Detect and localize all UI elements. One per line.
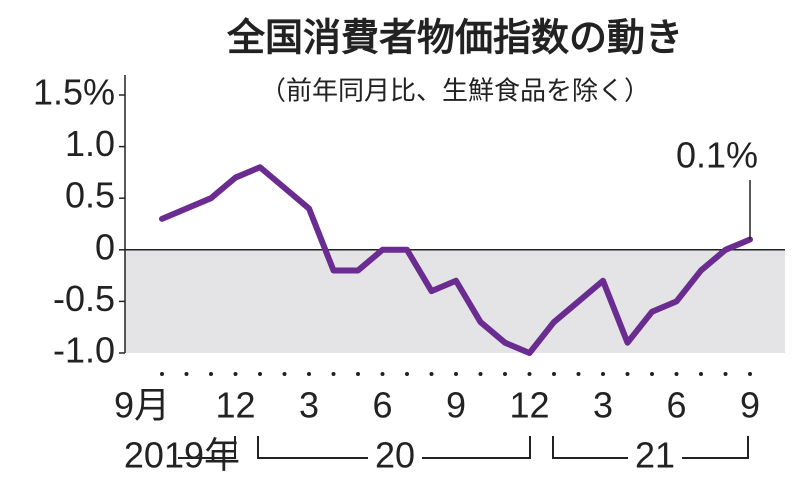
negative-area [125,249,785,353]
month-dot [331,372,336,376]
month-dot [625,372,630,376]
y-tick-label: 0.5 [65,175,115,216]
period-label: 2019年 [124,435,240,476]
month-dot [699,372,703,376]
month-dot [405,372,409,376]
month-dot [552,372,556,376]
month-dot [601,372,605,376]
period-brackets [178,436,749,459]
month-dot [429,372,434,376]
month-dot [307,372,311,376]
month-dot [478,372,483,376]
month-dot [674,372,679,376]
month-dot [258,372,262,376]
x-tick-label: 3 [299,385,319,426]
month-dot [184,372,189,376]
y-tick-label: -0.5 [53,278,115,319]
y-tick-label: 1.0 [65,123,115,164]
month-dot [454,372,458,376]
month-dot [380,372,385,376]
x-tick-label: 9 [446,385,466,426]
x-tick-label: 9月 [114,385,170,426]
chart-subtitle: （前年同月比、生鮮食品を除く） [260,77,650,107]
x-tick-label: 3 [593,385,613,426]
chart-title: 全国消費者物価指数の動き [226,16,683,60]
period-label: 21 [635,435,675,476]
month-dot [527,372,532,376]
y-tick-label: 0 [95,226,115,267]
month-dot [209,372,213,376]
month-dot [233,372,238,376]
x-tick-label: 12 [215,385,255,426]
x-tick-label: 6 [666,385,686,426]
y-tick-label: 1.5% [33,72,115,113]
month-dot [748,372,752,376]
x-tick-label: 12 [509,385,549,426]
month-dots [160,372,752,376]
month-dot [282,372,287,376]
value-annotation: 0.1% [676,135,758,176]
x-tick-label: 9 [740,385,760,426]
x-tick-label: 6 [372,385,392,426]
month-dot [576,372,581,376]
month-dot [723,372,728,376]
month-dot [356,372,360,376]
data-line [159,164,753,356]
month-dot [160,372,164,376]
y-tick-label: -1.0 [53,330,115,371]
month-dot [503,372,507,376]
period-label: 20 [375,435,415,476]
month-dot [650,372,654,376]
